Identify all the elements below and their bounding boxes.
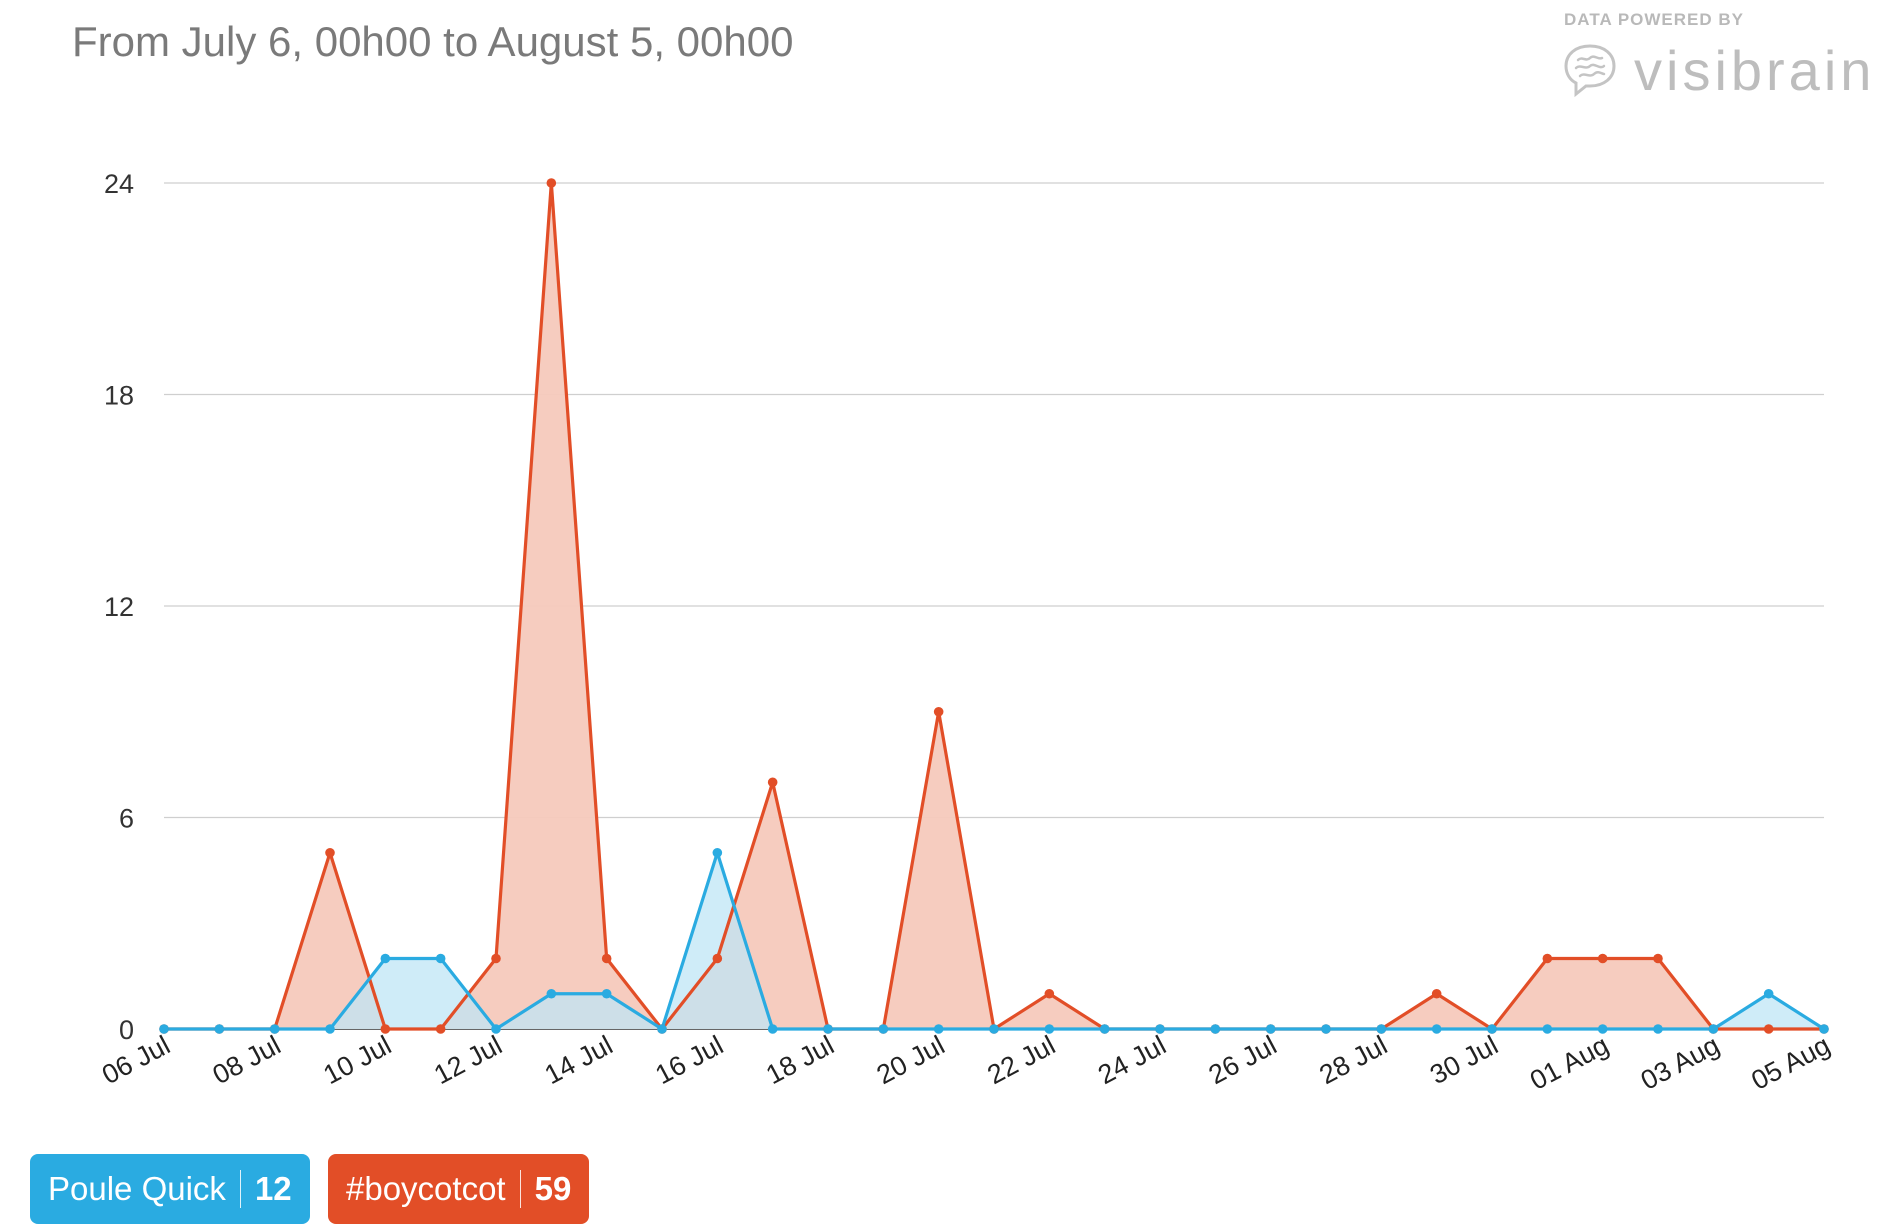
data-point[interactable] bbox=[1542, 953, 1553, 964]
data-point[interactable] bbox=[1487, 1024, 1497, 1034]
legend-label: Poule Quick bbox=[48, 1170, 226, 1207]
legend-divider bbox=[519, 1170, 521, 1208]
x-tick-label: 16 Jul bbox=[650, 1030, 728, 1090]
x-tick-label: 20 Jul bbox=[872, 1030, 950, 1090]
data-point[interactable] bbox=[1708, 1024, 1719, 1034]
x-tick-label: 10 Jul bbox=[318, 1030, 396, 1090]
y-tick-label: 12 bbox=[104, 592, 134, 622]
y-axis-ticks: 0 6 12 18 24 bbox=[104, 169, 134, 1045]
x-tick-label: 01 Aug bbox=[1525, 1030, 1613, 1096]
data-point[interactable] bbox=[1653, 953, 1663, 964]
legend-count: 12 bbox=[254, 1170, 292, 1207]
data-point[interactable] bbox=[380, 1024, 391, 1034]
data-point[interactable] bbox=[989, 1024, 999, 1034]
data-point[interactable] bbox=[1265, 1024, 1276, 1034]
series-areas bbox=[164, 183, 1824, 1029]
y-tick-label: 6 bbox=[119, 804, 134, 834]
grid-lines bbox=[164, 182, 1824, 1030]
data-point[interactable] bbox=[712, 847, 723, 858]
data-point[interactable] bbox=[1597, 1024, 1608, 1034]
y-tick-label: 18 bbox=[104, 381, 134, 411]
data-point[interactable] bbox=[214, 1024, 225, 1034]
data-point[interactable] bbox=[657, 1024, 667, 1034]
data-point[interactable] bbox=[1763, 1024, 1774, 1034]
data-point[interactable] bbox=[823, 1024, 833, 1034]
data-point[interactable] bbox=[1155, 1024, 1165, 1034]
data-point[interactable] bbox=[546, 178, 557, 188]
data-point[interactable] bbox=[491, 953, 501, 964]
data-point[interactable] bbox=[767, 1024, 778, 1034]
data-point[interactable] bbox=[712, 953, 723, 964]
data-point[interactable] bbox=[933, 1024, 944, 1034]
x-tick-label: 28 Jul bbox=[1314, 1030, 1392, 1090]
data-point[interactable] bbox=[325, 847, 335, 858]
data-point[interactable] bbox=[1044, 1024, 1055, 1034]
data-point[interactable] bbox=[933, 706, 944, 717]
data-point[interactable] bbox=[380, 953, 391, 964]
data-point[interactable] bbox=[546, 988, 557, 999]
x-tick-label: 22 Jul bbox=[982, 1030, 1060, 1090]
data-point[interactable] bbox=[491, 1024, 501, 1034]
x-tick-label: 05 Aug bbox=[1746, 1030, 1834, 1096]
brain-icon bbox=[1564, 44, 1616, 98]
data-point[interactable] bbox=[435, 953, 446, 964]
data-point[interactable] bbox=[1321, 1024, 1331, 1034]
data-point[interactable] bbox=[1044, 988, 1055, 999]
legend-divider bbox=[239, 1170, 241, 1208]
data-point[interactable] bbox=[1376, 1024, 1387, 1034]
data-points bbox=[159, 178, 1829, 1034]
page-title: From July 6, 00h00 to August 5, 00h00 bbox=[72, 18, 794, 65]
x-axis-ticks: 06 Jul 08 Jul 10 Jul 12 Jul 14 Jul 16 Jul 18 J… bbox=[97, 1030, 1835, 1096]
data-point[interactable] bbox=[1431, 1024, 1442, 1034]
x-tick-label: 14 Jul bbox=[540, 1030, 618, 1090]
x-tick-label: 26 Jul bbox=[1204, 1030, 1282, 1090]
y-tick-label: 0 bbox=[119, 1015, 134, 1045]
y-tick-label: 24 bbox=[104, 169, 134, 199]
x-tick-label: 18 Jul bbox=[761, 1030, 839, 1090]
data-point[interactable] bbox=[1597, 953, 1608, 964]
data-point[interactable] bbox=[1763, 988, 1774, 999]
data-point[interactable] bbox=[159, 1024, 169, 1034]
data-point[interactable] bbox=[325, 1024, 335, 1034]
legend-count: 59 bbox=[534, 1170, 572, 1207]
x-tick-label: 24 Jul bbox=[1093, 1030, 1171, 1090]
data-point[interactable] bbox=[1099, 1024, 1110, 1034]
x-tick-label: 06 Jul bbox=[97, 1030, 175, 1090]
area-chart: 0 6 12 18 24 06 Jul 08 Jul 10 Jul 12 Jul 14 Jul 1… bbox=[97, 169, 1835, 1096]
brand-name: visibrain bbox=[1634, 39, 1876, 102]
data-point[interactable] bbox=[878, 1024, 889, 1034]
data-point[interactable] bbox=[1210, 1024, 1221, 1034]
data-point[interactable] bbox=[1542, 1024, 1553, 1034]
legend-label: #boycotcot bbox=[346, 1170, 506, 1207]
data-point[interactable] bbox=[435, 1024, 446, 1034]
data-point[interactable] bbox=[269, 1024, 280, 1034]
data-point[interactable] bbox=[1431, 988, 1442, 999]
x-tick-label: 30 Jul bbox=[1425, 1030, 1503, 1090]
brand-caption: DATA POWERED BY bbox=[1564, 10, 1744, 29]
data-point[interactable] bbox=[601, 953, 612, 964]
x-tick-label: 12 Jul bbox=[429, 1030, 507, 1090]
legend-item-poule-quick[interactable]: Poule Quick 12 bbox=[30, 1154, 310, 1224]
brand-badge: DATA POWERED BY visibrain bbox=[1544, 8, 1874, 102]
series-area bbox=[164, 183, 1824, 1029]
legend-item-boycotcot[interactable]: #boycotcot 59 bbox=[328, 1154, 590, 1224]
x-tick-label: 03 Aug bbox=[1636, 1030, 1724, 1096]
data-point[interactable] bbox=[1653, 1024, 1663, 1034]
data-point[interactable] bbox=[601, 988, 612, 999]
data-point[interactable] bbox=[1819, 1024, 1829, 1034]
data-point[interactable] bbox=[767, 777, 778, 788]
x-tick-label: 08 Jul bbox=[208, 1030, 286, 1090]
